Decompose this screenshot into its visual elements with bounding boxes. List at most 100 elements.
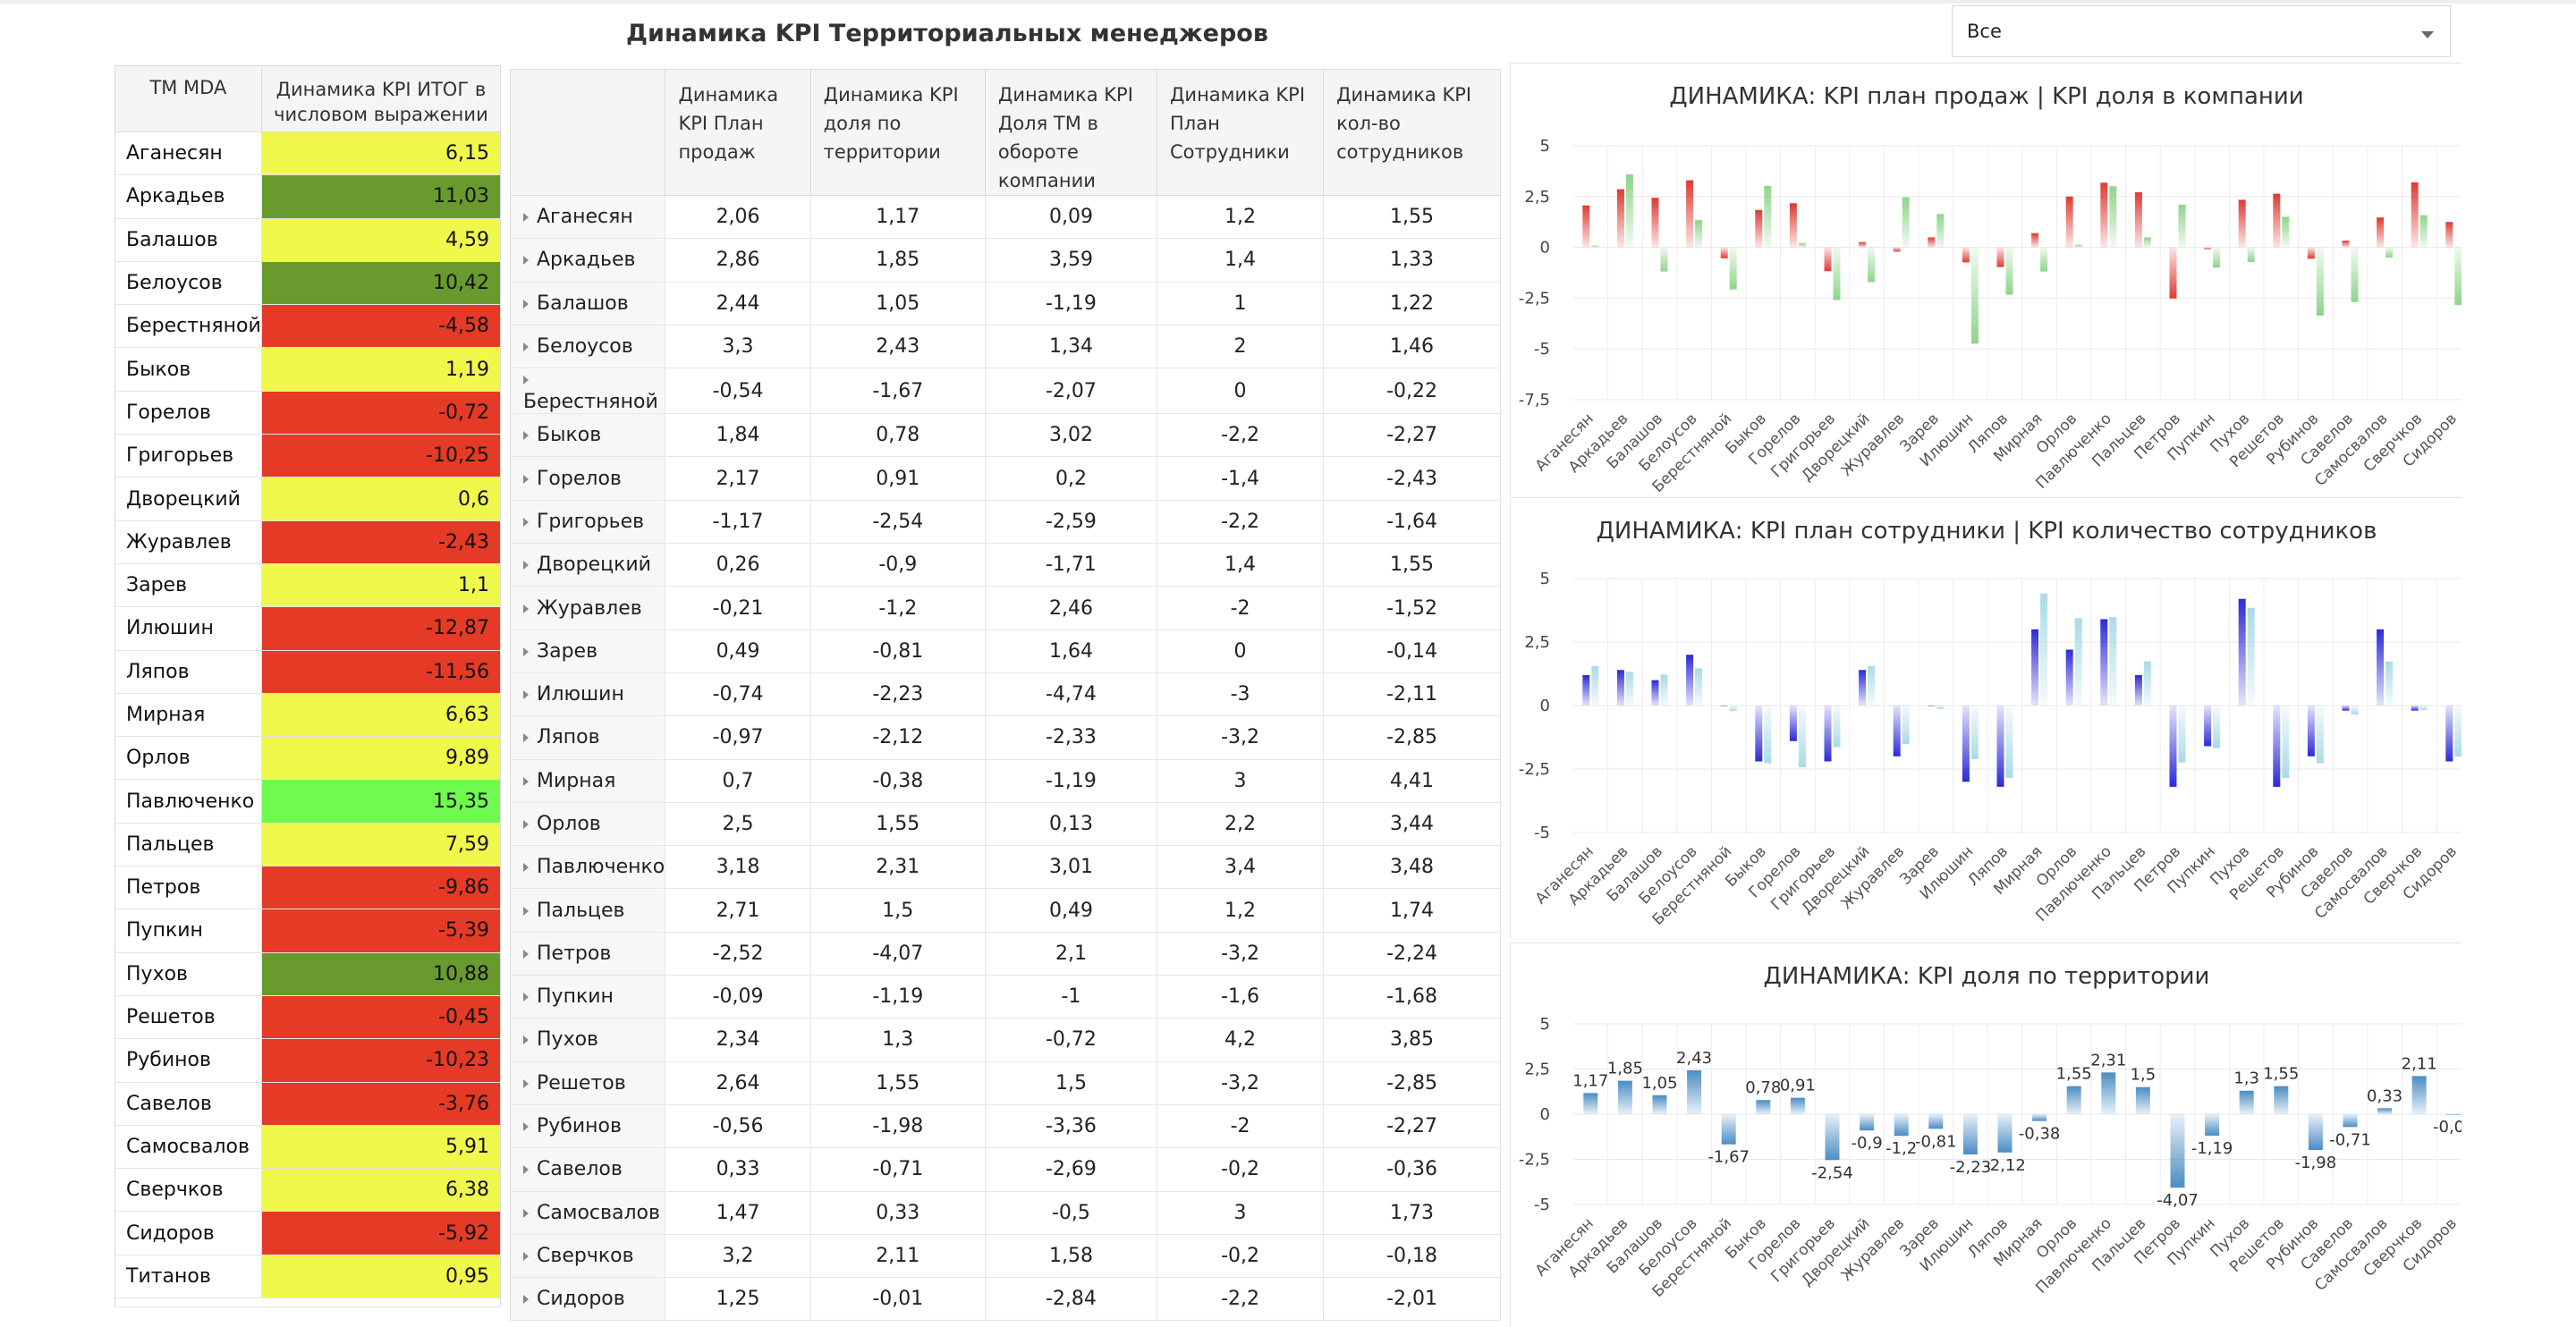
expand-arrow-icon[interactable] <box>523 256 529 266</box>
table-row[interactable]: Мирная 0,7 -0,38 -1,19 3 4,41 <box>510 759 1501 803</box>
table-row[interactable]: Пухов 10,88 <box>114 952 501 996</box>
expand-arrow-icon[interactable] <box>523 993 529 1002</box>
row-name-cell[interactable]: Григорьев <box>510 500 666 545</box>
table-row[interactable]: Пухов 2,34 1,3 -0,72 4,2 3,85 <box>510 1018 1501 1062</box>
row-name-cell[interactable]: Самосвалов <box>510 1191 666 1235</box>
table-row[interactable]: Пальцев 7,59 <box>114 823 501 867</box>
column-header-kpi-4[interactable]: Динамика KPI План Сотрудники <box>1157 69 1325 196</box>
table-row[interactable]: Ляпов -0,97 -2,12 -2,33 -3,2 -2,85 <box>510 715 1501 760</box>
table-row[interactable]: Пупкин -0,09 -1,19 -1 -1,6 -1,68 <box>510 975 1501 1019</box>
row-name-cell[interactable]: Дворецкий <box>510 543 666 587</box>
table-row[interactable]: Дворецкий 0,26 -0,9 -1,71 1,4 1,55 <box>510 543 1501 587</box>
table-row[interactable]: Григорьев -10,25 <box>114 434 501 478</box>
table-row[interactable]: Петров -2,52 -4,07 2,1 -3,2 -2,24 <box>510 932 1501 976</box>
expand-arrow-icon[interactable] <box>523 517 529 527</box>
manager-filter-select[interactable]: Все <box>1952 5 2451 57</box>
expand-arrow-icon[interactable] <box>523 342 529 352</box>
table-row[interactable]: Сидоров 1,25 -0,01 -2,84 -2,2 -2,01 <box>510 1277 1501 1322</box>
table-row[interactable]: Пупкин -5,39 <box>114 909 501 953</box>
table-row[interactable]: Балашов 4,59 <box>114 218 501 262</box>
expand-arrow-icon[interactable] <box>523 1295 529 1305</box>
row-name-cell[interactable]: Балашов <box>510 282 666 325</box>
expand-arrow-icon[interactable] <box>523 1122 529 1132</box>
table-row[interactable]: Титанов 0,95 <box>114 1255 501 1299</box>
column-header-tm[interactable]: ТМ MDA <box>114 65 262 132</box>
table-row[interactable]: Зарев 1,1 <box>114 563 501 608</box>
column-header-kpi-total[interactable]: Динамика KPI ИТОГ в числовом выражении <box>261 65 502 132</box>
table-row[interactable]: Журавлев -0,21 -1,2 2,46 -2 -1,52 <box>510 586 1501 630</box>
table-row[interactable]: Сверчков 6,38 <box>114 1168 501 1213</box>
expand-arrow-icon[interactable] <box>523 604 529 613</box>
row-name-cell[interactable]: Аганесян <box>510 195 666 240</box>
table-row[interactable]: Петров -9,86 <box>114 866 501 910</box>
row-name-cell[interactable]: Орлов <box>510 802 666 847</box>
table-row[interactable]: Балашов 2,44 1,05 -1,19 1 1,22 <box>510 282 1501 325</box>
table-row[interactable]: Илюшин -0,74 -2,23 -4,74 -3 -2,11 <box>510 672 1501 717</box>
expand-arrow-icon[interactable] <box>523 1035 529 1045</box>
table-row[interactable]: Пальцев 2,71 1,5 0,49 1,2 1,74 <box>510 888 1501 933</box>
table-row[interactable]: Берестняной -0,54 -1,67 -2,07 0 -0,22 <box>510 368 1501 415</box>
table-row[interactable]: Савелов -3,76 <box>114 1082 501 1126</box>
column-header-kpi-3[interactable]: Динамика KPI Доля ТМ в обороте компании <box>985 69 1158 196</box>
row-name-cell[interactable]: Сверчков <box>510 1234 666 1279</box>
table-row[interactable]: Рубинов -0,56 -1,98 -3,36 -2 -2,27 <box>510 1104 1501 1149</box>
table-row[interactable]: Павлюченко 3,18 2,31 3,01 3,4 3,48 <box>510 845 1501 890</box>
table-row[interactable]: Аркадьев 2,86 1,85 3,59 1,4 1,33 <box>510 238 1501 283</box>
table-row[interactable]: Сверчков 3,2 2,11 1,58 -0,2 -0,18 <box>510 1234 1501 1279</box>
expand-arrow-icon[interactable] <box>523 776 529 786</box>
row-name-cell[interactable]: Белоусов <box>510 325 666 369</box>
expand-arrow-icon[interactable] <box>523 299 529 309</box>
expand-arrow-icon[interactable] <box>523 949 529 959</box>
table-row[interactable]: Решетов -0,45 <box>114 995 501 1040</box>
table-row[interactable]: Решетов 2,64 1,55 1,5 -3,2 -2,85 <box>510 1061 1501 1105</box>
expand-arrow-icon[interactable] <box>523 213 529 223</box>
row-name-cell[interactable]: Ляпов <box>510 715 666 760</box>
row-name-cell[interactable]: Павлюченко <box>510 845 666 890</box>
table-row[interactable]: Орлов 9,89 <box>114 736 501 781</box>
table-row[interactable]: Быков 1,19 <box>114 347 501 392</box>
expand-arrow-icon[interactable] <box>523 561 529 571</box>
table-row[interactable]: Илюшин -12,87 <box>114 606 501 651</box>
row-name-cell[interactable]: Быков <box>510 413 666 458</box>
table-row[interactable]: Аганесян 6,15 <box>114 131 501 176</box>
expand-arrow-icon[interactable] <box>523 376 529 385</box>
table-row[interactable]: Орлов 2,5 1,55 0,13 2,2 3,44 <box>510 802 1501 847</box>
row-name-cell[interactable]: Рубинов <box>510 1104 666 1149</box>
table-row[interactable]: Сидоров -5,92 <box>114 1211 501 1255</box>
table-row[interactable]: Самосвалов 5,91 <box>114 1125 501 1170</box>
expand-arrow-icon[interactable] <box>523 733 529 743</box>
column-header-kpi-5[interactable]: Динамика KPI кол-во сотрудников <box>1323 69 1501 196</box>
expand-arrow-icon[interactable] <box>523 647 529 656</box>
row-name-cell[interactable]: Аркадьев <box>510 238 666 283</box>
row-name-cell[interactable]: Мирная <box>510 759 666 803</box>
table-row[interactable]: Аркадьев 11,03 <box>114 174 501 219</box>
row-name-cell[interactable]: Горелов <box>510 456 666 501</box>
table-row[interactable]: Белоусов 10,42 <box>114 261 501 306</box>
table-row[interactable]: Горелов -0,72 <box>114 391 501 435</box>
table-row[interactable]: Григорьев -1,17 -2,54 -2,59 -2,2 -1,64 <box>510 500 1501 545</box>
column-header-kpi-1[interactable]: Динамика KPI План продаж <box>665 69 811 196</box>
table-row[interactable]: Самосвалов 1,47 0,33 -0,5 3 1,73 <box>510 1191 1501 1235</box>
table-row[interactable]: Мирная 6,63 <box>114 693 501 738</box>
row-name-cell[interactable]: Илюшин <box>510 672 666 717</box>
column-header-kpi-2[interactable]: Динамика KPI доля по территории <box>810 69 986 196</box>
table-row[interactable]: Белоусов 3,3 2,43 1,34 2 1,46 <box>510 325 1501 369</box>
table-row[interactable]: Аганесян 2,06 1,17 0,09 1,2 1,55 <box>510 195 1501 240</box>
row-name-cell[interactable]: Пухов <box>510 1018 666 1062</box>
row-name-cell[interactable]: Журавлев <box>510 586 666 630</box>
expand-arrow-icon[interactable] <box>523 431 529 441</box>
row-name-cell[interactable]: Пупкин <box>510 975 666 1019</box>
expand-arrow-icon[interactable] <box>523 820 529 829</box>
table-row[interactable]: Савелов 0,33 -0,71 -2,69 -0,2 -0,36 <box>510 1147 1501 1192</box>
row-name-cell[interactable]: Пальцев <box>510 888 666 933</box>
row-name-cell[interactable]: Сидоров <box>510 1277 666 1322</box>
row-name-cell[interactable]: Савелов <box>510 1147 666 1192</box>
expand-arrow-icon[interactable] <box>523 906 529 916</box>
table-row[interactable]: Рубинов -10,23 <box>114 1038 501 1083</box>
expand-arrow-icon[interactable] <box>523 1251 529 1261</box>
table-row[interactable]: Быков 1,84 0,78 3,02 -2,2 -2,27 <box>510 413 1501 458</box>
table-row[interactable]: Павлюченко 15,35 <box>114 779 501 824</box>
table-row[interactable]: Горелов 2,17 0,91 0,2 -1,4 -2,43 <box>510 456 1501 501</box>
expand-arrow-icon[interactable] <box>523 1208 529 1218</box>
expand-arrow-icon[interactable] <box>523 690 529 700</box>
